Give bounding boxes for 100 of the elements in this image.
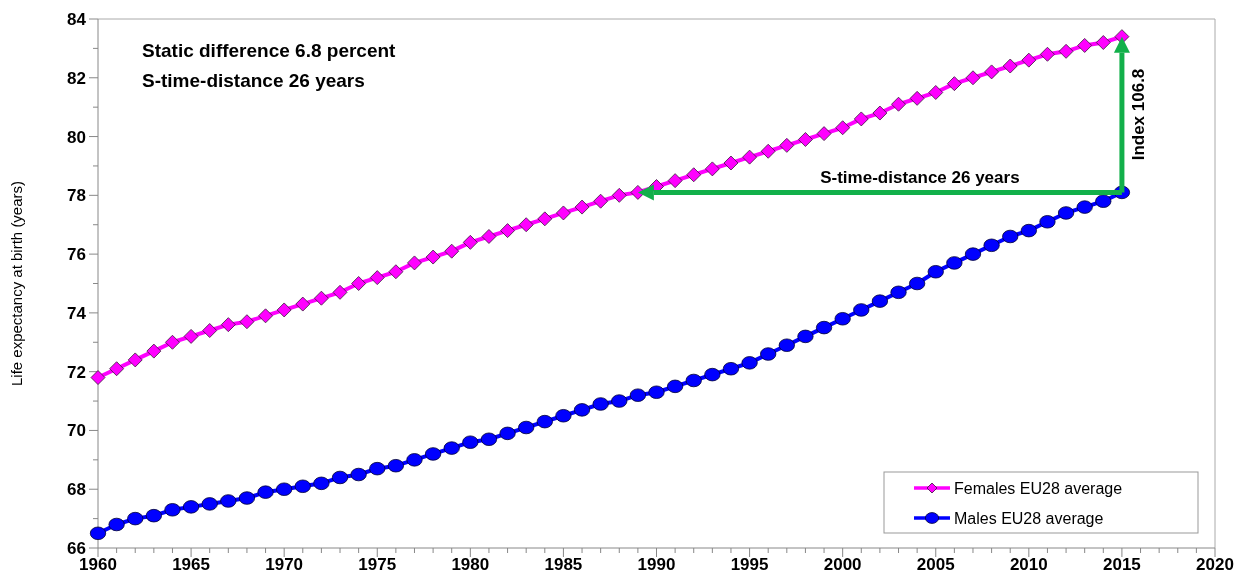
point <box>891 96 906 112</box>
point <box>1095 194 1112 208</box>
point <box>89 526 107 541</box>
x-tick-label: 2015 <box>1103 555 1141 574</box>
point <box>202 323 218 338</box>
point <box>648 385 665 399</box>
point <box>704 367 721 382</box>
y-tick-label: 76 <box>67 245 86 265</box>
point <box>834 312 851 326</box>
point <box>1058 43 1074 59</box>
point <box>667 173 683 189</box>
point <box>573 403 591 417</box>
point <box>480 432 498 446</box>
point <box>331 470 349 485</box>
point <box>779 137 795 153</box>
point <box>722 362 740 376</box>
point <box>258 308 273 324</box>
point <box>406 453 423 467</box>
point <box>1020 223 1037 238</box>
point <box>295 296 311 312</box>
point <box>667 379 684 394</box>
annotation: S-time-distance 26 years <box>142 70 365 91</box>
point <box>369 461 386 476</box>
y-axis-title: Life expectancy at birth (years) <box>8 180 25 387</box>
point <box>90 370 106 385</box>
x-tick-label: 1995 <box>730 555 769 574</box>
point <box>1002 229 1019 244</box>
x-tick-label: 1980 <box>451 555 490 574</box>
y-tick-label: 78 <box>67 186 86 206</box>
point <box>387 459 404 473</box>
point <box>276 302 292 318</box>
point <box>742 149 757 165</box>
point <box>797 329 814 344</box>
point <box>946 76 962 92</box>
y-tick-label: 66 <box>67 538 86 558</box>
point <box>574 199 590 215</box>
legend-label: Females EU28 average <box>954 479 1123 497</box>
x-tick-label: 1985 <box>544 555 583 574</box>
point <box>425 447 442 461</box>
point <box>760 347 777 361</box>
x-tick-label: 1990 <box>637 555 676 574</box>
point <box>313 476 330 491</box>
x-tick-label: 2000 <box>823 555 862 574</box>
point <box>760 143 776 159</box>
legend-label: Males EU28 average <box>954 509 1104 527</box>
point <box>555 409 572 423</box>
point <box>890 285 907 300</box>
point <box>946 256 963 270</box>
point <box>927 265 944 279</box>
point <box>443 441 460 455</box>
point <box>872 105 888 121</box>
y-tick-label: 82 <box>67 68 86 88</box>
point <box>518 420 535 435</box>
point <box>1021 52 1037 68</box>
point <box>481 229 497 244</box>
point <box>798 132 813 147</box>
point <box>109 361 125 377</box>
point <box>145 508 162 523</box>
y-tick-label: 72 <box>67 362 86 382</box>
annotation: Static difference 6.8 percent <box>142 40 397 61</box>
point <box>294 479 311 493</box>
point <box>983 238 1000 252</box>
point <box>835 120 851 136</box>
point <box>723 155 739 171</box>
x-tick-label: 1970 <box>265 555 304 574</box>
x-tick-label: 1960 <box>79 555 117 574</box>
point <box>220 317 236 333</box>
point <box>350 467 367 482</box>
x-tick-label: 2020 <box>1196 555 1234 574</box>
point <box>499 426 516 441</box>
annotation: Index 106.8 <box>1128 68 1148 161</box>
point <box>853 303 870 317</box>
x-tick-label: 2010 <box>1009 555 1048 574</box>
y-tick-label: 68 <box>67 480 86 500</box>
point <box>1040 46 1055 62</box>
point <box>239 314 255 330</box>
point <box>593 193 609 209</box>
y-tick-label: 70 <box>67 421 86 441</box>
point <box>1057 206 1075 220</box>
point <box>257 485 274 499</box>
point <box>928 85 944 100</box>
point <box>164 503 181 517</box>
point <box>127 352 143 368</box>
point <box>965 70 981 86</box>
point <box>182 500 200 514</box>
point <box>238 491 256 505</box>
point <box>611 187 627 203</box>
point <box>220 494 237 508</box>
point <box>332 284 348 300</box>
point <box>1039 215 1056 229</box>
point <box>1095 35 1111 50</box>
point <box>592 397 609 411</box>
point <box>183 329 199 344</box>
point <box>704 161 720 177</box>
point <box>611 394 628 408</box>
point <box>462 435 479 449</box>
point <box>276 482 293 496</box>
point <box>537 211 553 227</box>
point <box>629 388 646 402</box>
point <box>407 255 422 271</box>
